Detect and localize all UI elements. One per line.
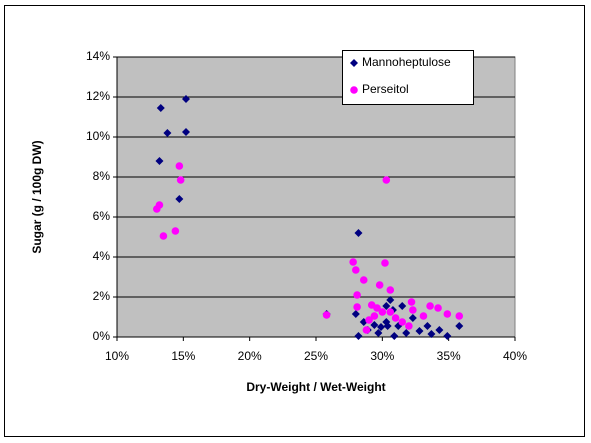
point bbox=[435, 326, 444, 334]
x-tick-label: 35% bbox=[437, 349, 461, 363]
legend-label: Mannoheptulose bbox=[362, 55, 451, 69]
point bbox=[175, 195, 184, 203]
y-tick-label: 0% bbox=[93, 329, 111, 343]
point bbox=[398, 318, 407, 326]
point bbox=[415, 327, 424, 335]
point bbox=[375, 281, 384, 289]
point bbox=[390, 332, 399, 340]
point bbox=[383, 322, 392, 330]
point bbox=[370, 321, 379, 329]
legend-marker bbox=[350, 59, 358, 67]
x-tick-label: 10% bbox=[105, 349, 129, 363]
point bbox=[365, 316, 373, 324]
point bbox=[391, 314, 400, 322]
point bbox=[386, 308, 395, 316]
point bbox=[155, 157, 164, 165]
y-tick-label: 2% bbox=[93, 289, 111, 303]
y-tick-label: 4% bbox=[93, 249, 111, 263]
point bbox=[370, 312, 379, 320]
point bbox=[434, 304, 442, 312]
legend-label: Perseitol bbox=[362, 82, 409, 96]
point bbox=[455, 312, 464, 320]
legend-marker bbox=[350, 86, 358, 94]
point bbox=[349, 258, 357, 266]
point bbox=[382, 176, 391, 184]
point bbox=[423, 322, 432, 330]
x-tick-label: 40% bbox=[503, 349, 527, 363]
point bbox=[352, 266, 360, 274]
point bbox=[159, 232, 168, 240]
point bbox=[351, 310, 360, 318]
point bbox=[382, 302, 391, 310]
point bbox=[359, 276, 368, 284]
point bbox=[153, 205, 161, 213]
point bbox=[443, 332, 452, 340]
point bbox=[322, 311, 331, 319]
point bbox=[443, 310, 452, 318]
y-tick-label: 12% bbox=[86, 89, 110, 103]
point bbox=[362, 326, 371, 334]
point bbox=[156, 104, 165, 112]
y-tick-label: 8% bbox=[93, 169, 111, 183]
y-axis-title: Sugar (g / 100g DW) bbox=[30, 140, 44, 253]
point bbox=[408, 314, 417, 322]
point bbox=[353, 291, 361, 299]
point bbox=[409, 306, 417, 314]
legend: Mannoheptulose Perseitol bbox=[350, 55, 451, 96]
point bbox=[419, 312, 428, 320]
y-tick-label: 10% bbox=[86, 129, 110, 143]
point bbox=[386, 296, 395, 304]
grid: 0% 2% 4% 6% 8% 10% 12% 14% 10% 15% 20% 25% 30% 35% 40% bbox=[86, 49, 527, 363]
point bbox=[407, 298, 416, 306]
point bbox=[427, 330, 436, 338]
x-axis-title: Dry-Weight / Wet-Weight bbox=[246, 380, 385, 394]
point bbox=[386, 286, 395, 294]
y-tick-label: 6% bbox=[93, 209, 111, 223]
point bbox=[176, 176, 185, 184]
point bbox=[353, 303, 361, 311]
point bbox=[171, 227, 180, 235]
x-tick-label: 20% bbox=[238, 349, 262, 363]
point bbox=[377, 323, 386, 331]
point bbox=[354, 332, 363, 340]
point bbox=[455, 322, 464, 330]
point bbox=[373, 304, 381, 312]
point bbox=[405, 322, 413, 330]
x-tick-label: 30% bbox=[370, 349, 394, 363]
legend-box bbox=[342, 50, 474, 105]
point bbox=[181, 95, 190, 103]
marks bbox=[153, 95, 464, 340]
point bbox=[398, 302, 407, 310]
point bbox=[181, 128, 190, 136]
point bbox=[381, 259, 389, 267]
point bbox=[402, 329, 411, 337]
point bbox=[426, 302, 434, 310]
point bbox=[374, 329, 383, 337]
point bbox=[163, 129, 172, 137]
y-tick-label: 14% bbox=[86, 49, 110, 63]
x-tick-label: 15% bbox=[171, 349, 195, 363]
point bbox=[175, 162, 184, 170]
point bbox=[378, 308, 387, 316]
point bbox=[354, 229, 363, 237]
x-tick-label: 25% bbox=[304, 349, 328, 363]
